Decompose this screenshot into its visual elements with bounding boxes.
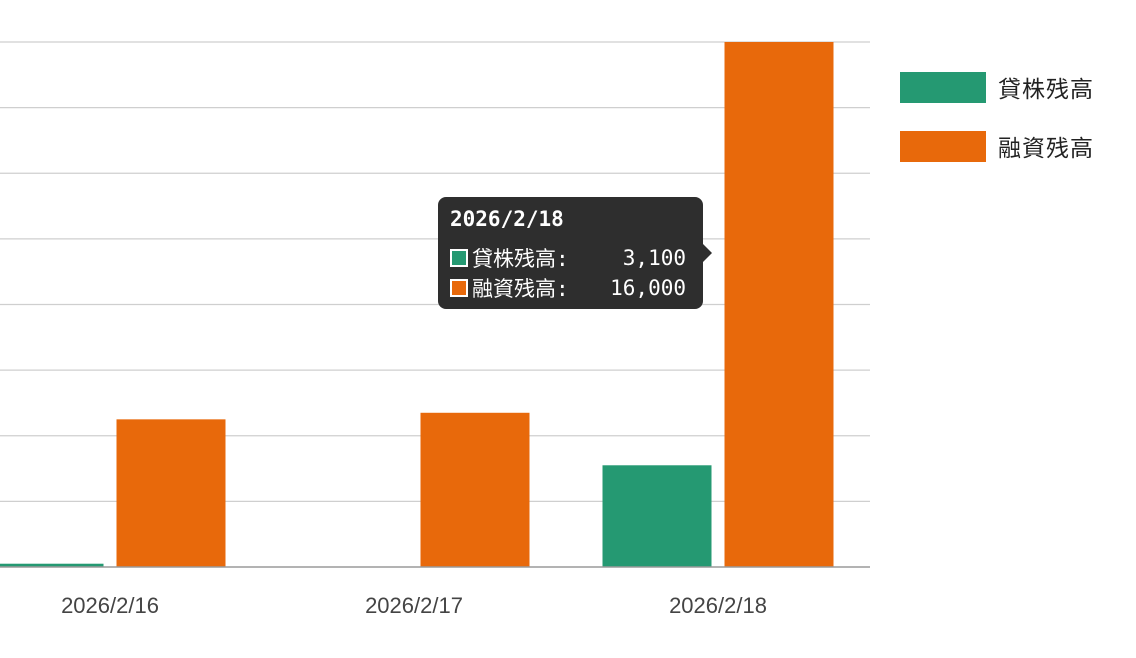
legend-label-margin: 融資残高: [998, 136, 1094, 162]
tooltip: 2026/2/18 貸株残高: 3,100 融資残高: 16,000: [438, 197, 712, 309]
tooltip-swatch-lending: [450, 249, 468, 267]
tooltip-swatch-margin: [450, 279, 468, 297]
tooltip-label-margin: 融資残高:: [472, 277, 569, 301]
legend-label-lending: 貸株残高: [998, 77, 1094, 103]
bar-margin-2026-2-17: [420, 412, 530, 567]
legend-swatch-lending: [900, 71, 986, 103]
tooltip-title: 2026/2/18: [450, 207, 564, 231]
bar-margin-2026-2-18: [724, 42, 834, 567]
tooltip-row-margin: 融資残高: 16,000: [450, 273, 686, 303]
tooltip-value-lending: 3,100: [622, 246, 686, 270]
legend-swatch-margin: [900, 130, 986, 162]
legend-item-lending[interactable]: 貸株残高: [900, 70, 1094, 104]
legend: 貸株残高 融資残高: [900, 70, 1094, 188]
tooltip-label-lending: 貸株残高:: [472, 247, 569, 271]
tooltip-value-margin: 16,000: [610, 276, 686, 300]
x-tick-label: 2026/2/17: [365, 593, 463, 618]
bar-margin-2026-2-16: [116, 419, 226, 567]
x-tick-label: 2026/2/18: [669, 593, 767, 618]
bar-lending-2026-2-18: [602, 465, 712, 567]
x-tick-label: 2026/2/16: [61, 593, 159, 618]
bar-lending-2026-2-16: [0, 563, 104, 567]
tooltip-row-lending: 貸株残高: 3,100: [450, 243, 686, 273]
legend-item-margin[interactable]: 融資残高: [900, 129, 1094, 163]
